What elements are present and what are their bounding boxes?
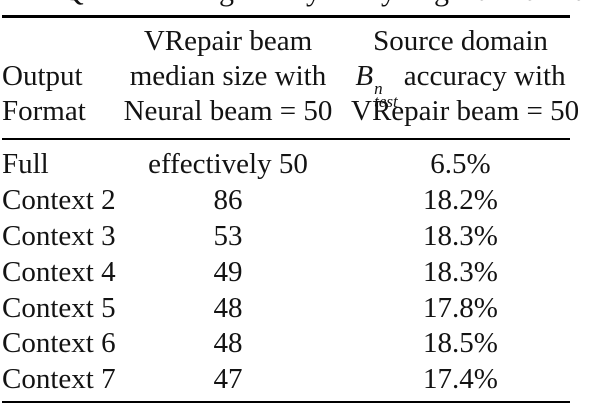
accuracy-cell: 18.5% (423, 327, 498, 360)
table-bottom-rule (2, 400, 570, 404)
caption-fragment: t (525, 0, 533, 6)
table-row: Full effectively 50 6.5% (2, 147, 570, 183)
accuracy-cell: 18.3% (423, 219, 498, 252)
caption-fragment: i (550, 0, 558, 6)
table-row: Context 7 47 17.4% (2, 362, 570, 398)
table-mid-rule (2, 138, 570, 141)
accuracy-cell: 17.4% (423, 363, 498, 396)
header-line: Neural beam = 50 (123, 95, 333, 127)
beam-size-cell: 48 (213, 291, 243, 324)
math-subscript: test (374, 92, 398, 111)
math-base: B (355, 60, 374, 92)
table-row: Context 5 48 17.8% (2, 290, 570, 326)
caption-fragment: a (574, 0, 587, 6)
caption-fragment: i (502, 0, 510, 6)
clipped-caption-line: Qg y y g u i t i a (0, 0, 604, 9)
col-header-beam-size: VRepair beam median size with Neural bea… (123, 24, 333, 129)
math-scripts: n test (374, 79, 398, 111)
beam-size-cell: 86 (213, 184, 243, 217)
header-line (2, 24, 123, 59)
caption-fragment: Q (62, 0, 84, 6)
header-line: Format (2, 95, 86, 127)
table-row: Context 2 86 18.2% (2, 183, 570, 219)
accuracy-cell: 6.5% (430, 148, 491, 181)
accuracy-cell: 18.3% (423, 255, 498, 288)
output-format-cell: Context 2 (2, 184, 116, 217)
beam-size-cell: 48 (213, 327, 243, 360)
output-format-cell: Context 5 (2, 291, 116, 324)
beam-size-cell: 53 (213, 219, 243, 252)
table-row: Context 4 49 18.3% (2, 254, 570, 290)
table-body: Full effectively 50 6.5% Context 2 86 18… (2, 147, 570, 398)
caption-fragment: g (219, 0, 234, 6)
header-line: VRepair beam = 50 (351, 95, 580, 127)
col-header-output-format: Output Format (2, 24, 123, 129)
output-format-cell: Context 3 (2, 219, 116, 252)
beam-size-cell: effectively 50 (148, 148, 308, 181)
output-format-cell: Context 6 (2, 327, 116, 360)
accuracy-cell: 17.8% (423, 291, 498, 324)
header-line: VRepair beam (143, 25, 313, 57)
header-line: Source domain (373, 25, 548, 57)
caption-fragment: g (434, 0, 449, 6)
output-format-cell: Full (2, 148, 49, 181)
caption-fragment: u (476, 0, 491, 6)
beam-size-cell: 47 (213, 363, 243, 396)
table-row: Context 3 53 18.3% (2, 219, 570, 255)
caption-fragment: y (381, 0, 396, 6)
header-line: median size with (129, 60, 327, 92)
beam-size-cell: 49 (213, 255, 243, 288)
table-header: Output Format VRepair beam median size w… (2, 21, 580, 130)
caption-fragment: y (306, 0, 321, 6)
output-format-cell: Context 7 (2, 363, 116, 396)
header-line: Output (2, 60, 83, 92)
table-top-rule (2, 14, 570, 18)
output-format-cell: Context 4 (2, 255, 116, 288)
table-row: Context 6 48 18.5% (2, 326, 570, 362)
accuracy-cell: 18.2% (423, 184, 498, 217)
header-line-text: accuracy with (403, 60, 566, 92)
math-superscript: n (374, 79, 383, 98)
